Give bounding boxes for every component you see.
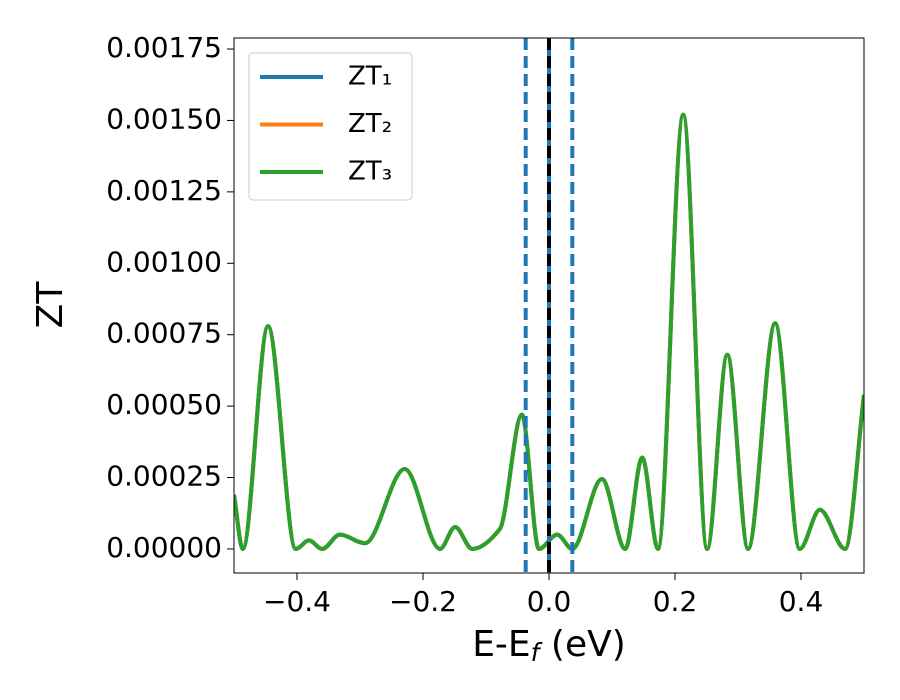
x-tick-label: 0.0 [527,585,572,618]
x-label-main: E-E [472,624,530,665]
plot-frame [233,37,865,574]
x-axis-label: E-Ef (eV) [472,624,626,667]
y-tick-label: 0.00100 [106,245,222,278]
y-tick-label: 0.00150 [106,102,222,135]
legend-label: ZT₃ [348,157,392,187]
y-tick-label: 0.00175 [106,31,222,64]
y-tick-label: 0.00125 [106,174,222,207]
y-tick-label: 0.00025 [106,460,222,493]
y-tick-label: 0.00075 [106,317,222,350]
x-tick-label: 0.4 [779,585,824,618]
y-tick-label: 0.00000 [106,531,222,564]
x-label-tail: (eV) [539,624,625,665]
x-tick-label: −0.4 [263,585,331,618]
x-tick-label: −0.2 [389,585,457,618]
series-line [234,112,864,551]
legend: ZT₁ ZT₂ ZT₃ [248,52,413,201]
legend-label: ZT₂ [348,109,392,139]
legend-box [248,52,413,201]
y-axis-label: ZT [30,281,71,329]
legend-label: ZT₁ [348,62,392,92]
x-tick-label: 0.2 [653,585,698,618]
y-tick-label: 0.00050 [106,388,222,421]
